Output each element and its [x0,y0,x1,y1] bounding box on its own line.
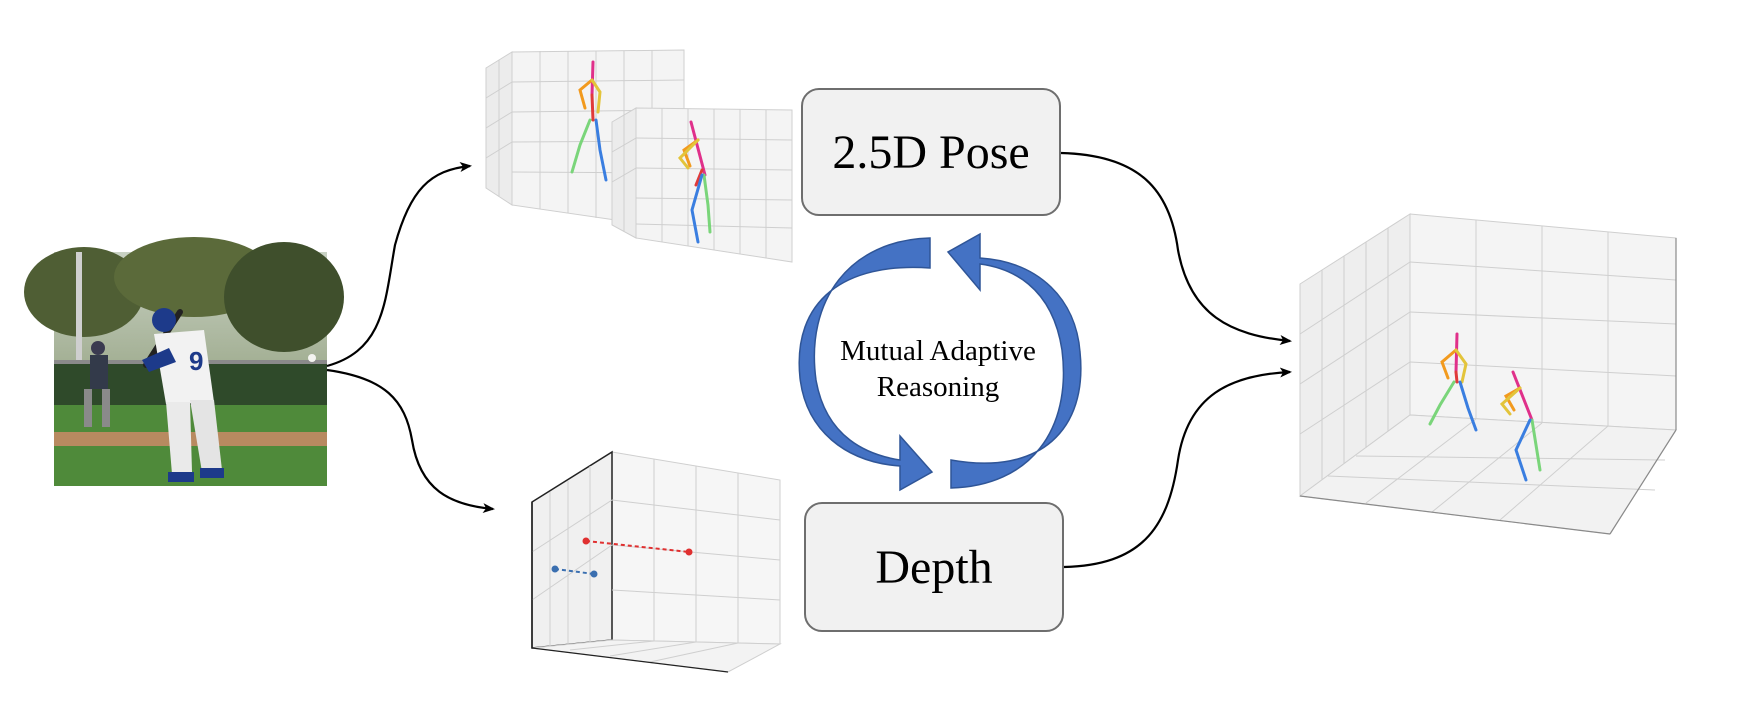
output-3d-plot [1298,213,1677,535]
pose-box: 2.5D Pose [801,88,1061,216]
arrow-pose-to-output [1060,151,1292,345]
arrow-photo-to-pose [326,162,472,368]
cycle-label: Mutual Adaptive Reasoning [818,333,1058,405]
cycle-arrow-right [946,232,1082,489]
cycle-arrow-left [798,237,934,492]
cycle-label-line2: Reasoning [876,371,1000,403]
pose-box-label: 2.5D Pose [832,125,1030,179]
pose-plot-2 [611,107,793,263]
depth-box-label: Depth [875,540,993,594]
mutual-reasoning-cycle [798,232,1082,492]
depth-box: Depth [804,502,1064,632]
cycle-label-line1: Mutual Adaptive [840,335,1036,367]
arrow-photo-to-depth [326,368,495,514]
input-photo: 9 [24,237,344,486]
svg-text:9: 9 [189,346,203,376]
arrow-depth-to-output [1063,367,1292,569]
depth-plot [531,450,782,673]
